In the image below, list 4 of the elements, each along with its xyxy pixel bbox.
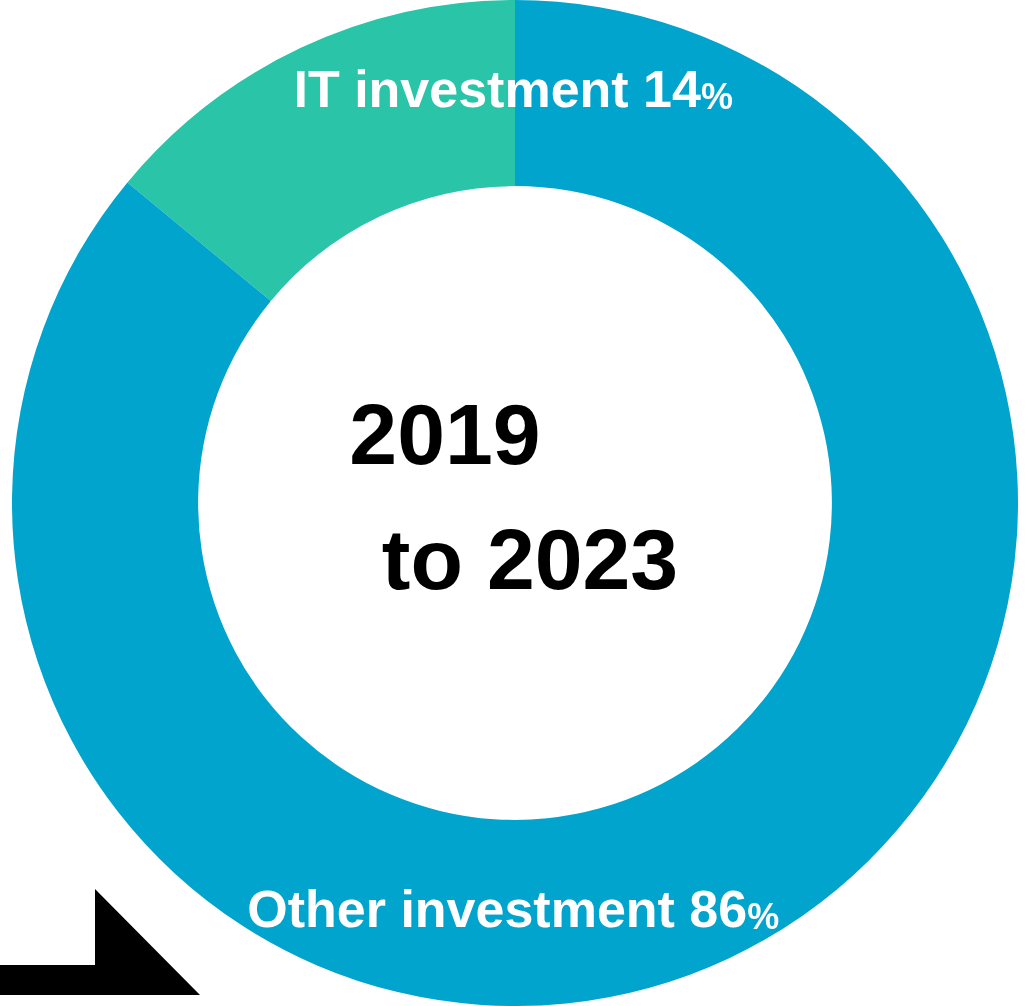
text: to 2023: [381, 511, 679, 608]
slice-label: Other investment 86%: [247, 880, 780, 939]
text: 2019: [349, 386, 541, 483]
slice-label: IT investment 14%: [293, 60, 733, 119]
